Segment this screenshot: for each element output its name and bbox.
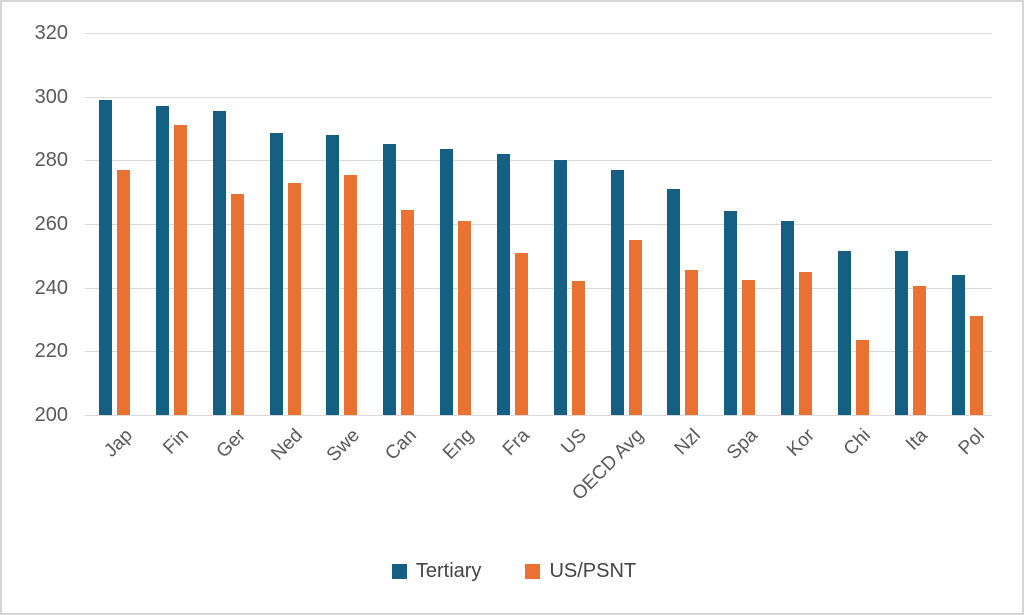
bar-uspsnt-fin — [173, 125, 187, 415]
bar-uspsnt-pol — [969, 316, 983, 415]
gridline-y-300 — [85, 96, 992, 98]
bar-uspsnt-ned — [287, 182, 301, 415]
y-axis-tick-label-320: 320 — [34, 22, 68, 44]
y-axis-tick-label-220: 220 — [34, 340, 68, 363]
legend-swatch-tertiary-icon — [391, 564, 407, 579]
bar-tertiary-can — [383, 144, 397, 415]
bar-uspsnt-spa — [742, 279, 756, 415]
legend: Tertiary US/PSNT — [2, 560, 1024, 583]
bar-tertiary-chi — [837, 251, 851, 415]
bar-tertiary-ned — [269, 133, 283, 415]
bar-uspsnt-kor — [799, 271, 813, 415]
y-axis-tick-label-260: 260 — [34, 213, 68, 235]
gridline-y-280 — [85, 160, 992, 162]
gridline-y-200 — [85, 415, 992, 416]
bar-uspsnt-chi — [855, 340, 869, 415]
bar-uspsnt-eng — [458, 220, 472, 415]
bar-uspsnt-jap — [117, 169, 130, 415]
bar-tertiary-pol — [951, 274, 965, 415]
y-axis-tick-label-300: 300 — [34, 85, 68, 108]
bar-tertiary-ita — [894, 251, 908, 415]
bar-tertiary-jap — [99, 99, 112, 415]
bar-uspsnt-nzl — [685, 270, 699, 415]
legend-label-uspsnt: US/PSNT — [549, 560, 637, 582]
bar-tertiary-fin — [155, 106, 169, 415]
bar-uspsnt-fra — [514, 252, 528, 415]
gridline-y-260 — [85, 224, 992, 225]
bar-tertiary-us — [553, 160, 567, 415]
bar-tertiary-fra — [496, 153, 510, 415]
legend-item-tertiary: Tertiary — [391, 560, 482, 583]
bar-tertiary-spa — [724, 211, 738, 415]
legend-label-tertiary: Tertiary — [415, 560, 482, 582]
bar-uspsnt-oecd-avg — [628, 239, 642, 415]
bar-uspsnt-ita — [912, 286, 926, 415]
bar-tertiary-oecd-avg — [610, 169, 624, 415]
bar-uspsnt-ger — [230, 193, 244, 415]
gridline-y-240 — [85, 287, 992, 289]
legend-item-uspsnt: US/PSNT — [525, 560, 636, 583]
bar-uspsnt-can — [401, 209, 415, 415]
bar-tertiary-ger — [212, 110, 226, 415]
y-axis-tick-label-200: 200 — [34, 404, 68, 426]
gridline-y-220 — [85, 351, 992, 353]
legend-swatch-uspsnt-icon — [525, 564, 541, 579]
bar-uspsnt-us — [571, 281, 585, 415]
bar-uspsnt-swe — [344, 174, 358, 415]
gridline-y-320 — [85, 33, 992, 34]
bar-tertiary-kor — [781, 220, 795, 415]
y-axis-tick-label-240: 240 — [34, 276, 68, 299]
bar-tertiary-eng — [440, 149, 454, 415]
bar-tertiary-swe — [326, 134, 340, 415]
y-axis-tick-label-280: 280 — [34, 149, 68, 172]
bar-tertiary-nzl — [667, 188, 681, 415]
